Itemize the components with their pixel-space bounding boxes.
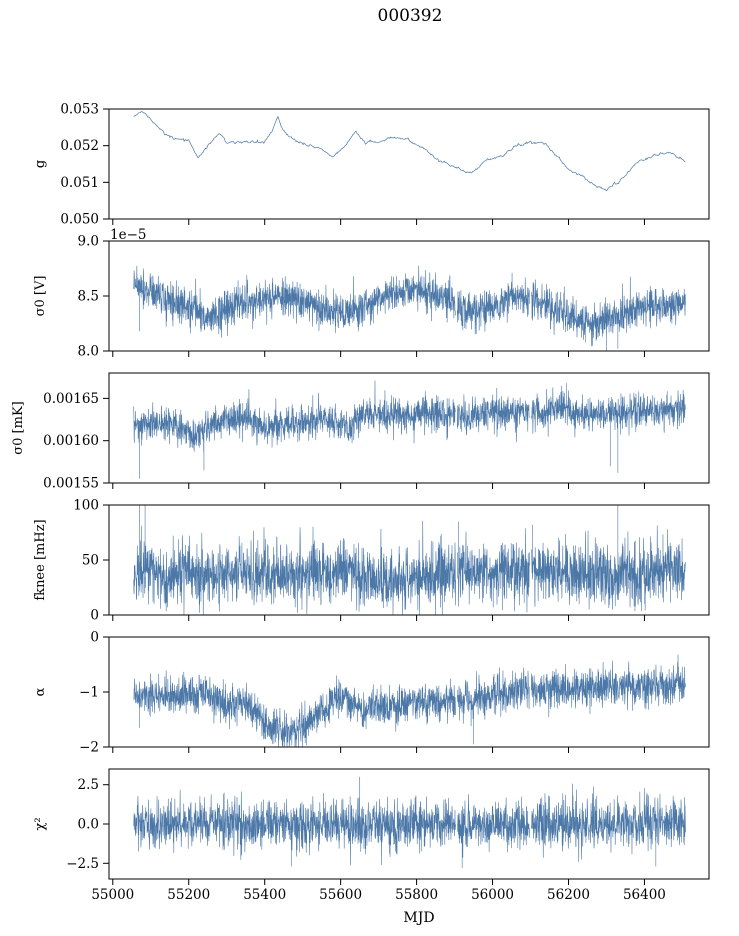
panel-1-ytick-label: 0.051 [60, 175, 99, 191]
xtick-label: 56400 [623, 887, 666, 903]
panel-1-series-line [133, 111, 686, 192]
xtick-label: 55600 [319, 887, 362, 903]
panel-4-ytick-label: 100 [73, 498, 99, 514]
panel-6-ylabel: χ² [33, 817, 48, 830]
panel-3-ytick-label: 0.00165 [43, 391, 99, 407]
panel-5-series-line [133, 654, 686, 747]
panel-3-ylabel: σ0 [mK] [11, 401, 26, 454]
panel-2-ytick-label: 8.5 [78, 289, 99, 305]
xtick-label: 56000 [471, 887, 514, 903]
panel-2-series-line [133, 265, 686, 351]
x-axis-label: MJD [403, 910, 434, 926]
xtick-label: 55000 [91, 887, 134, 903]
panel-1-ytick-label: 0.053 [60, 102, 99, 118]
panel-1-frame [108, 108, 710, 220]
panel-2-ytick-label: 8.0 [78, 344, 99, 360]
panel-3-frame [108, 372, 710, 484]
panel-5-ytick-label: −1 [79, 685, 99, 701]
panel-5-ytick-label: 0 [90, 630, 99, 646]
panel-4-ytick-label: 0 [90, 608, 99, 624]
panel-4-ylabel: fknee [mHz] [33, 519, 48, 600]
xtick-label: 56200 [547, 887, 590, 903]
panel-3-ytick-label: 0.00160 [43, 433, 99, 449]
xtick-label: 55200 [167, 887, 210, 903]
panel-6-ytick-label: 2.5 [78, 777, 99, 793]
panel-4-ytick-label: 50 [82, 553, 99, 569]
panel-2-ytick-label: 9.0 [78, 234, 99, 250]
panel-1-ytick-label: 0.050 [60, 212, 99, 228]
panel-4-series-line [133, 505, 686, 615]
figure-title: 000392 [377, 6, 443, 26]
panel-6-ytick-label: −2.5 [66, 856, 99, 872]
xtick-label: 55800 [395, 887, 438, 903]
panel-3-series-line [133, 380, 686, 479]
panel-5-ylabel: α [33, 687, 48, 696]
panel-3-ytick-label: 0.00155 [43, 476, 99, 492]
panel-6-ytick-label: 0.0 [78, 817, 99, 833]
panel-5-ytick-label: −2 [79, 740, 99, 756]
panel-6-series-line [133, 776, 686, 868]
panel-1-ytick-label: 0.052 [60, 138, 99, 154]
panel-1-ylabel: g [33, 160, 48, 168]
panel-2-offset-text: 1e−5 [110, 227, 146, 243]
xtick-label: 55400 [243, 887, 286, 903]
panel-2-ylabel: σ0 [V] [33, 276, 48, 317]
